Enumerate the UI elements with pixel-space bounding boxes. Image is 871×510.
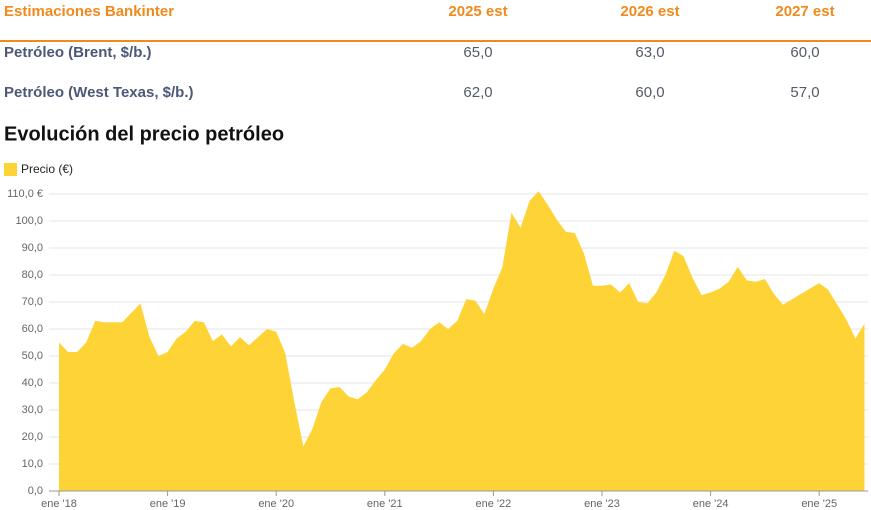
y-tick-label: 30,0 — [22, 404, 43, 416]
cell: 63,0 — [635, 44, 664, 61]
y-tick-label: 40,0 — [22, 377, 43, 389]
y-tick-label: 90,0 — [22, 242, 43, 254]
y-tick-label: 100,0 — [15, 215, 43, 227]
cell: 57,0 — [790, 84, 819, 101]
y-tick-label: 70,0 — [22, 296, 43, 308]
x-tick-label: ene '22 — [476, 498, 512, 510]
area — [59, 191, 865, 492]
x-tick-label: ene '20 — [258, 498, 294, 510]
y-tick-label: 50,0 — [22, 350, 43, 362]
x-tick-label: ene '19 — [150, 498, 186, 510]
y-tick-label: 20,0 — [22, 431, 43, 443]
chart-title: Evolución del precio petróleo — [4, 123, 284, 145]
cell: 60,0 — [635, 84, 664, 101]
y-tick-label: 10,0 — [22, 458, 43, 470]
legend-swatch — [4, 163, 17, 176]
table-header: 2026 est — [620, 3, 679, 20]
x-tick-label: ene '24 — [693, 498, 729, 510]
y-tick-label: 0,0 — [28, 485, 43, 497]
row-label: Petróleo (West Texas, $/b.) — [4, 84, 194, 101]
row-label: Petróleo (Brent, $/b.) — [4, 44, 152, 61]
x-tick-label: ene '18 — [41, 498, 77, 510]
table-header: 2027 est — [775, 3, 834, 20]
x-tick-label: ene '25 — [801, 498, 837, 510]
y-tick-label: 80,0 — [22, 269, 43, 281]
y-tick-label: 110,0 € — [7, 188, 43, 200]
y-tick-label: 60,0 — [22, 323, 43, 335]
x-tick-label: ene '21 — [367, 498, 403, 510]
cell: 60,0 — [790, 44, 819, 61]
table-header: Estimaciones Bankinter — [4, 3, 174, 20]
legend-label: Precio (€) — [21, 162, 73, 176]
table-header: 2025 est — [448, 3, 507, 20]
x-tick-label: ene '23 — [584, 498, 620, 510]
cell: 65,0 — [463, 44, 492, 61]
cell: 62,0 — [463, 84, 492, 101]
